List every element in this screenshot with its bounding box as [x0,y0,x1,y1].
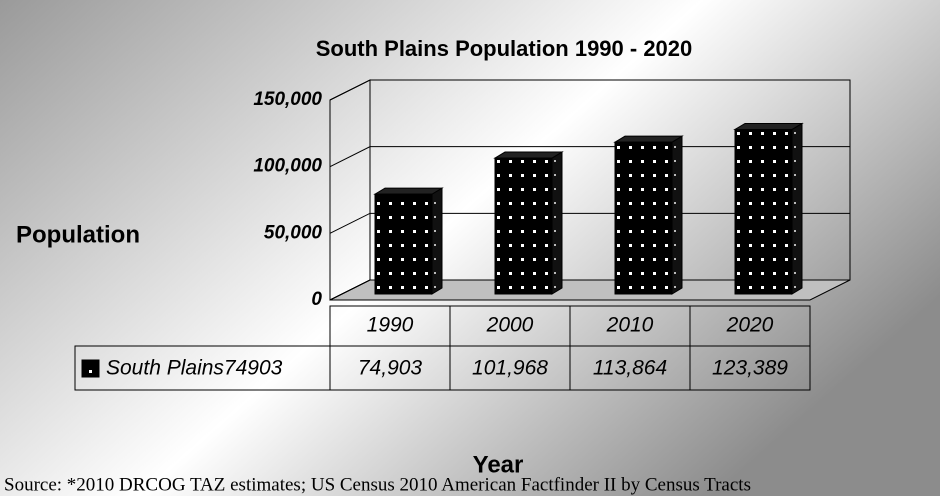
y-tick-label: 100,000 [253,156,322,177]
x-tick-label: 2000 [486,314,534,337]
grid-line [329,146,850,168]
data-label: 101,968 [472,357,548,380]
y-axis-label: Population [16,221,140,248]
x-axis-label: Year [473,451,524,478]
bar-side [551,151,563,295]
bar [493,151,564,295]
bar-top [493,151,564,159]
legend-label: South Plains74903 [106,357,283,380]
bar-side [671,135,683,295]
bar-side [791,122,803,295]
x-tick-label: 2020 [726,314,774,337]
bar-front [614,141,673,295]
bar-front [374,193,433,295]
bar [733,122,804,295]
data-label: 113,864 [593,357,667,380]
legend-swatch [81,359,100,378]
y-tick-label: 0 [311,289,322,310]
grid-line [329,279,850,301]
chart-title: South Plains Population 1990 - 2020 [316,36,693,61]
source-note: Source: *2010 DRCOG TAZ estimates; US Ce… [4,474,751,495]
bar-top [613,135,684,143]
data-label: 74,903 [358,357,423,380]
bar [373,187,444,295]
x-tick-label: 1990 [367,314,414,337]
bar-front [734,128,793,295]
bar [613,135,684,295]
bar-top [373,187,444,195]
bar-front [494,157,553,295]
grid-line [329,79,850,101]
legend-cell [74,345,331,391]
bar-side [431,187,443,295]
y-tick-label: 50,000 [264,222,323,243]
data-label: 123,389 [712,357,788,380]
y-tick-label: 150,000 [253,89,322,110]
x-tick-label: 2010 [606,314,654,337]
grid-line [329,212,850,234]
bar-top [733,122,804,130]
